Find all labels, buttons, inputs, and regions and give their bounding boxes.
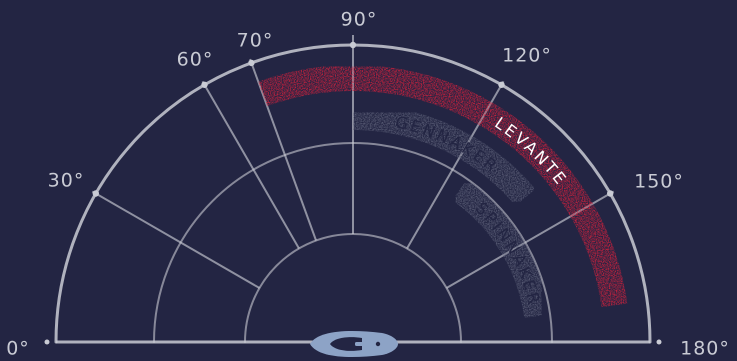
sail-band-arc [452, 178, 551, 319]
angle-label-0: 0° [6, 338, 30, 360]
angle-label-150: 150° [634, 171, 684, 193]
sailboat-top-view-icon [310, 330, 398, 358]
angle-label-120: 120° [502, 45, 552, 67]
grid-tick-dot [349, 41, 357, 49]
boat-boom [355, 342, 371, 346]
boat-cockpit [330, 337, 362, 351]
angle-label-60: 60° [177, 49, 214, 71]
angle-tick-labels: 0° 30° 60° 70° 90° 120° 150° 180° [6, 9, 730, 360]
sail-band-arc [258, 65, 628, 308]
sail-band-arc [352, 104, 536, 206]
grid-spoke [249, 58, 318, 241]
angle-label-180: 180° [680, 338, 730, 360]
grid-tick-dot [92, 190, 99, 197]
grid-tick-dot [44, 339, 50, 345]
grid-tick-dot [656, 339, 662, 345]
grid-tick-dot [607, 190, 614, 197]
angle-label-30: 30° [48, 170, 85, 192]
sail-band-levante: LEVANTE [258, 65, 628, 308]
sail-band-label: SPINNAKER [472, 198, 545, 308]
sail-band-spinnaker: SPINNAKER [452, 178, 551, 319]
grid-tick-dot [498, 81, 505, 88]
grid-spoke [91, 190, 260, 289]
sail-band-label-path: SPINNAKER [472, 198, 542, 308]
boat-mast [375, 341, 381, 347]
grid-tick-dot [201, 81, 208, 88]
grid-tick-dot [248, 59, 255, 67]
angle-label-70: 70° [237, 30, 274, 52]
grid-spoke [201, 80, 300, 249]
grid-ring [244, 233, 462, 343]
angle-label-90: 90° [341, 9, 378, 31]
